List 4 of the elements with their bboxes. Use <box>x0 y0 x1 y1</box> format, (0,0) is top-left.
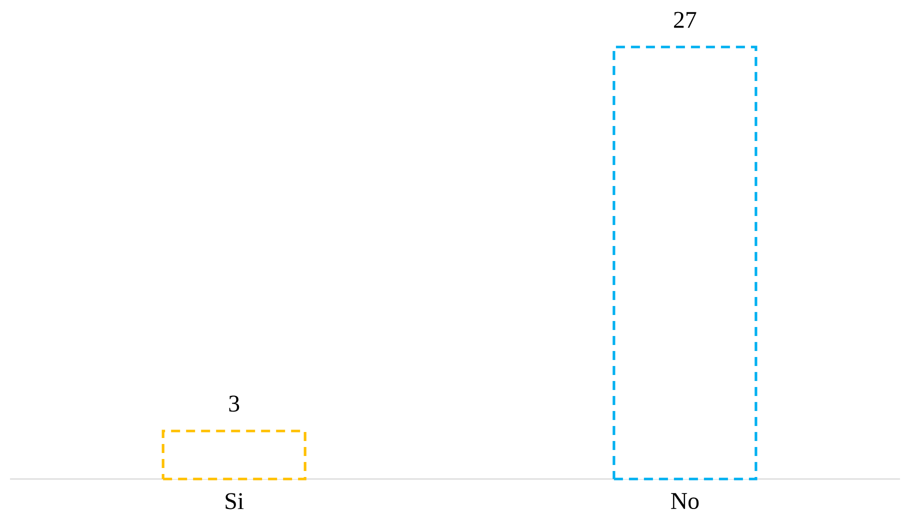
data-label: 3 <box>229 396 240 412</box>
x-tick-label: Si <box>226 493 244 510</box>
data-label: 27 <box>674 12 696 28</box>
x-tick-label: No <box>671 493 699 510</box>
